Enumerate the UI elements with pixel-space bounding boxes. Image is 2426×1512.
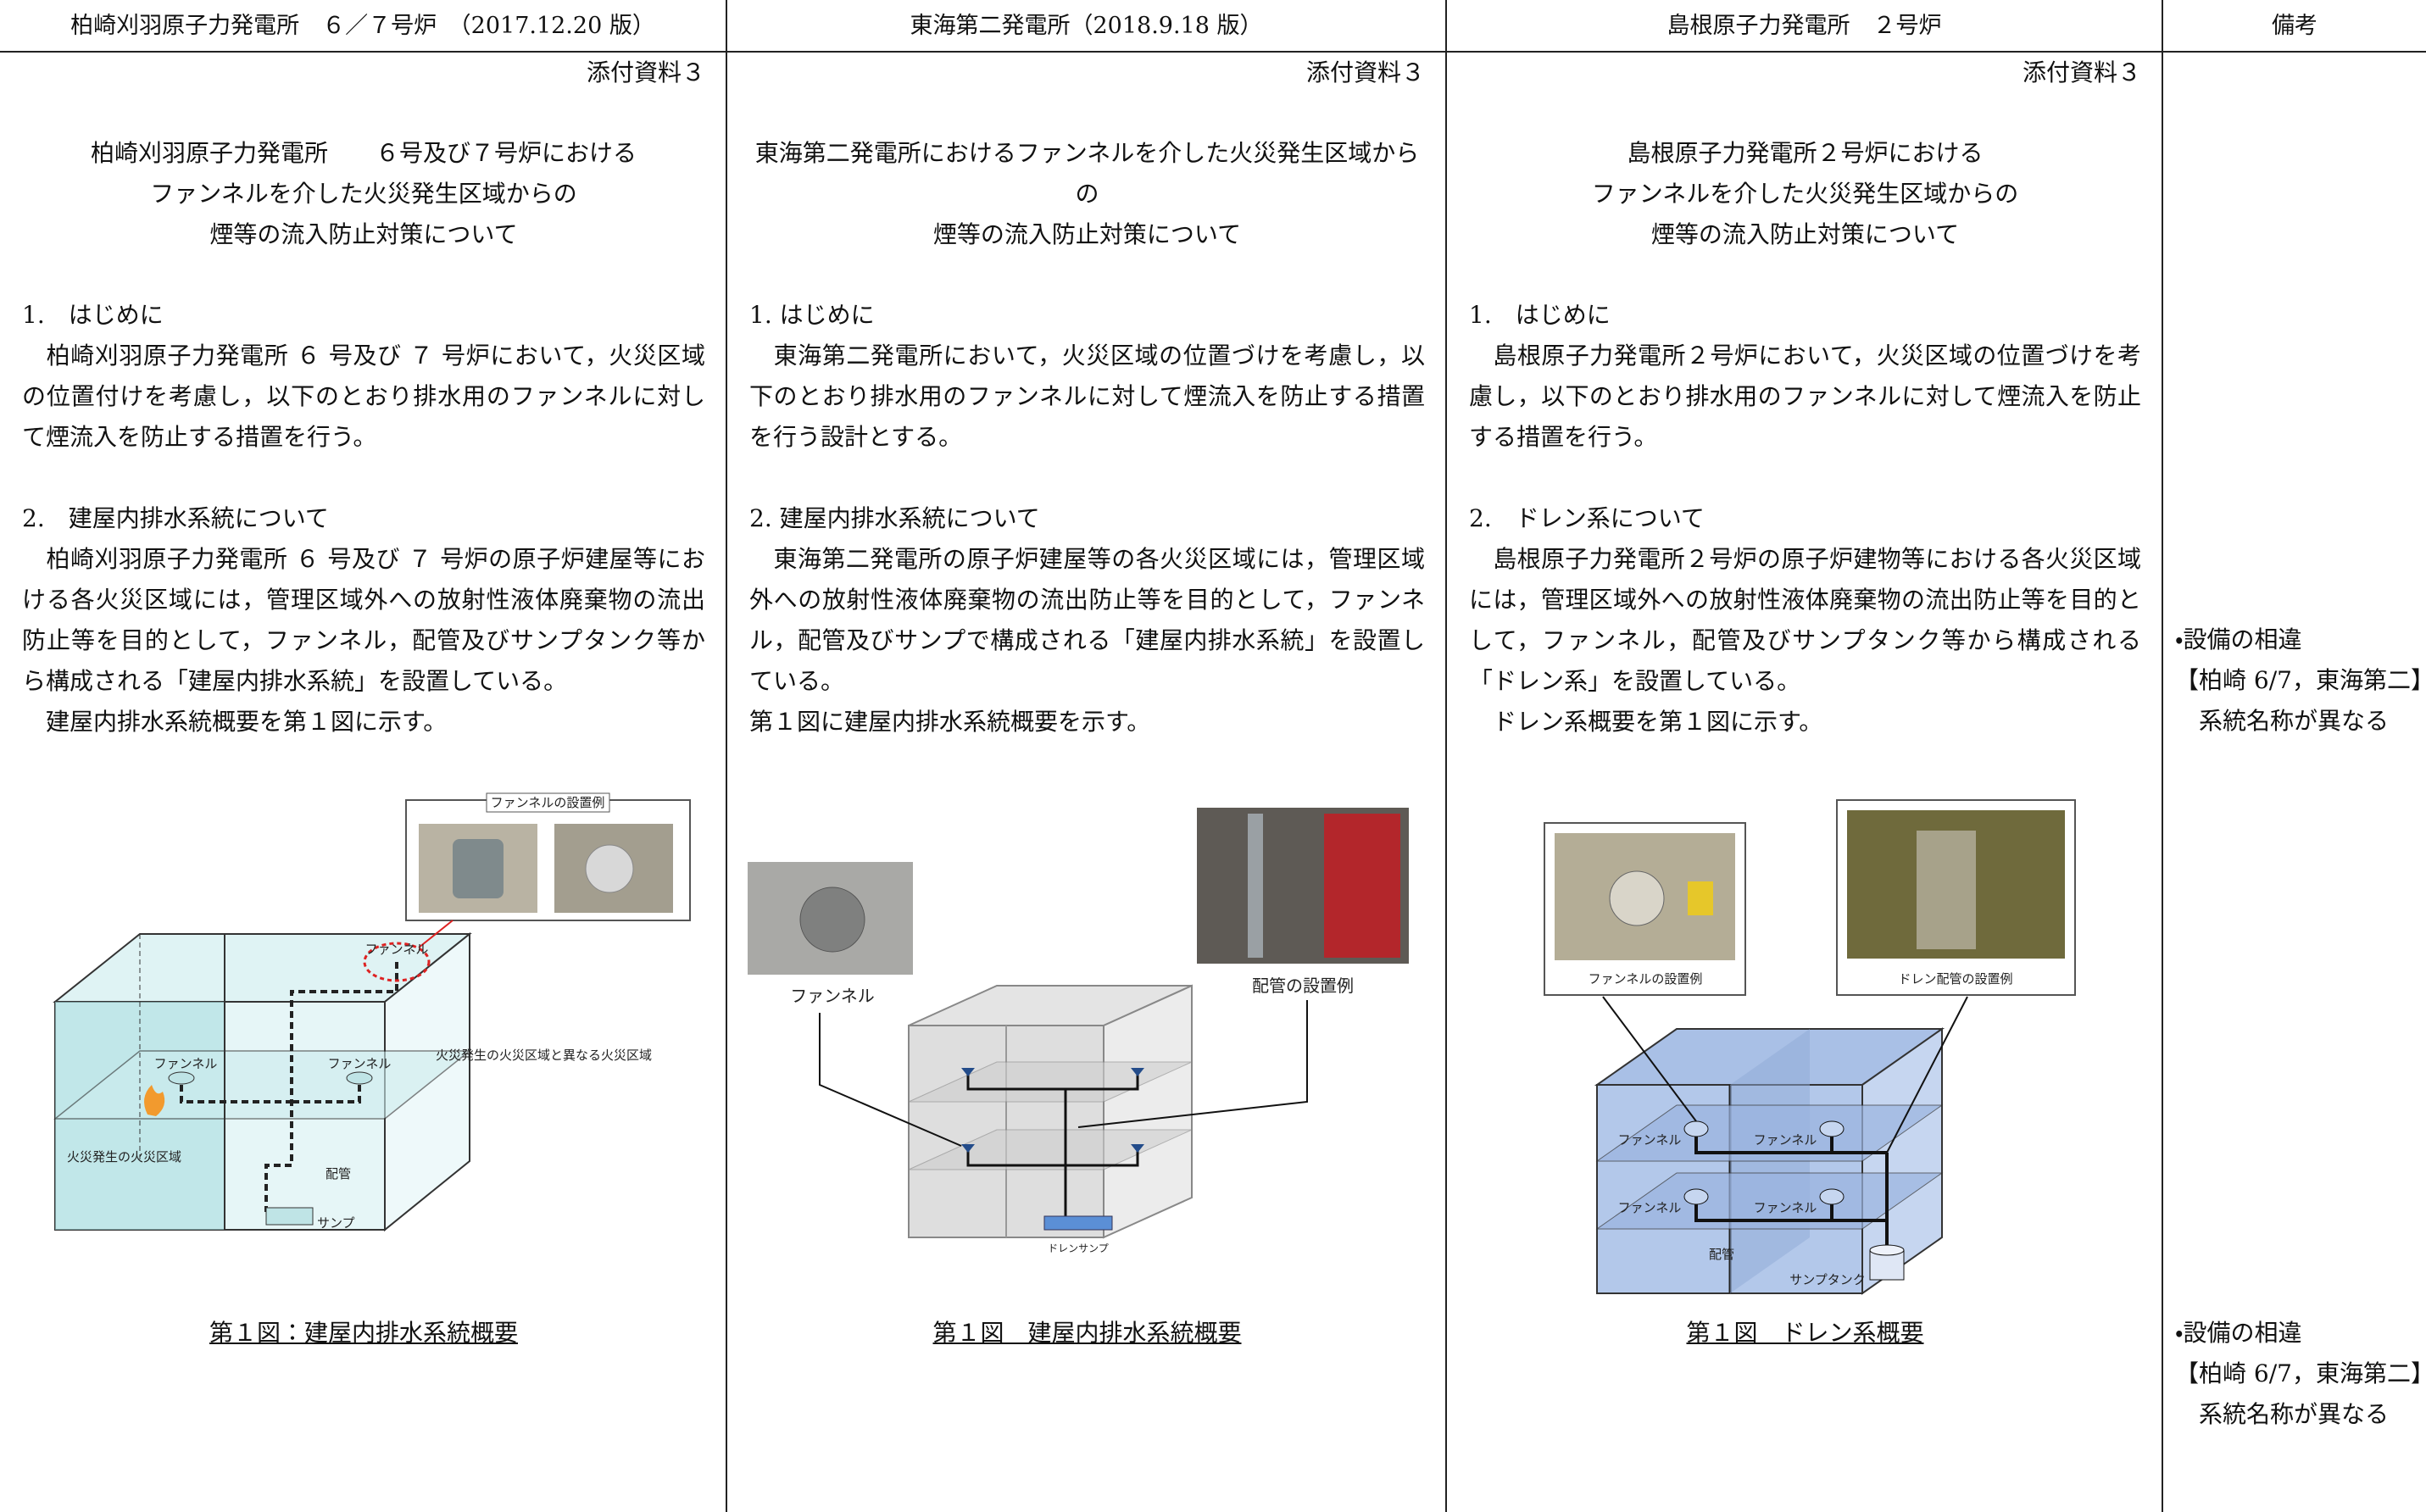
- paragraph: 柏崎刈羽原子力発電所 ６ 号及び ７ 号炉において，火災区域の位置付けを考慮し，…: [22, 342, 705, 451]
- paragraph: 東海第二発電所において，火災区域の位置づけを考慮し，以下のとおり排水用のファンネ…: [749, 342, 1425, 451]
- attachment-label: 添付資料３: [586, 58, 705, 86]
- column-text: 添付資料３ 東海第二発電所におけるファンネルを介した火災発生区域からの煙等の流入防…: [749, 53, 1425, 742]
- figure-label: 配管: [1709, 1247, 1734, 1262]
- figure-label: ファンネル: [790, 986, 875, 1006]
- section: 2. 建屋内排水系統について 東海第二発電所の原子炉建屋等の各火災区域には，管理…: [749, 498, 1425, 742]
- doc-title: 煙等の流入防止対策について: [932, 220, 1242, 248]
- remark-line: 【柏崎 6/7，東海第二】: [2175, 666, 2426, 694]
- header-cell: 東海第二発電所（2018.9.18 版）: [727, 0, 1447, 53]
- remark-line: 系統名称が異なる: [2175, 1400, 2390, 1428]
- attachment-label: 添付資料３: [1305, 58, 1425, 86]
- figure-label: ファンネル: [154, 1056, 218, 1071]
- column-text: 添付資料３ 島根原子力発電所２号炉におけるファンネルを介した火災発生区域からの 煙等…: [1469, 53, 2141, 742]
- header-cell: 備考: [2163, 0, 2426, 53]
- figure: ファンネルの設置例 ドレン配管の設置例 ファンネル ファンネル ファンネル ファ…: [1544, 799, 2076, 1295]
- figure-label: ファンネルの設置例: [1589, 971, 1703, 987]
- figure-caption: 第１図：建屋内排水系統概要: [209, 1319, 518, 1347]
- column: [1447, 0, 2163, 1512]
- paragraph: 第１図に建屋内排水系統概要を示す。: [749, 708, 1151, 736]
- figure-label: ファンネル: [1754, 1132, 1817, 1148]
- section-heading: 2. ドレン系について: [1469, 504, 1705, 532]
- figure-label: 火災発生の火災区域: [67, 1149, 181, 1165]
- doc-title: 煙等の流入防止対策について: [1650, 220, 1960, 248]
- section-heading: 1. はじめに: [749, 301, 875, 329]
- column-text: 添付資料３ 柏崎刈羽原子力発電所 ６号及び７号炉における ファンネルを介した火災発生…: [22, 53, 705, 742]
- remark-line: ・設備の相違: [2175, 625, 2302, 653]
- column: [2163, 0, 2426, 1512]
- figure-label: サンプタンク: [1789, 1272, 1866, 1287]
- remark-line: ・設備の相違: [2175, 1319, 2302, 1347]
- doc-title: 柏崎刈羽原子力発電所 ６号及び７号炉における: [90, 139, 637, 167]
- column: [0, 0, 727, 1512]
- doc-title: 島根原子力発電所２号炉における: [1627, 139, 1984, 167]
- remark-line: 系統名称が異なる: [2175, 707, 2390, 735]
- section-heading: 2. 建屋内排水系統について: [22, 504, 329, 532]
- paragraph: 東海第二発電所の原子炉建屋等の各火災区域には，管理区域外への放射性液体廃棄物の流…: [749, 545, 1425, 695]
- figure-label: ファンネル: [365, 942, 429, 957]
- section: 2. 建屋内排水系統について 柏崎刈羽原子力発電所 ６ 号及び ７ 号炉の原子炉…: [22, 498, 705, 742]
- attachment-label: 添付資料３: [2022, 58, 2141, 86]
- figure-label: ドレンサンプ: [1048, 1242, 1109, 1254]
- paragraph: ドレン系概要を第１図に示す。: [1469, 708, 1823, 736]
- column: [727, 0, 1447, 1512]
- figure-label: ドレン配管の設置例: [1898, 971, 2012, 987]
- figure-label: 配管の設置例: [1252, 976, 1354, 996]
- section: 1. はじめに 島根原子力発電所２号炉において，火災区域の位置づけを考慮し，以下…: [1469, 295, 2141, 458]
- figure-caption: 第１図 ドレン系概要: [1686, 1319, 1924, 1347]
- figure-label: 火災発生の火災区域と異なる火災区域: [436, 1048, 652, 1063]
- header-cell: 柏崎刈羽原子力発電所 ６／７号炉 （2017.12.20 版）: [0, 0, 727, 53]
- paragraph: 島根原子力発電所２号炉において，火災区域の位置づけを考慮し，以下のとおり排水用の…: [1469, 342, 2141, 451]
- section: 1. はじめに 東海第二発電所において，火災区域の位置づけを考慮し，以下のとおり…: [749, 295, 1425, 458]
- paragraph: 島根原子力発電所２号炉の原子炉建物等における各火災区域には，管理区域外への放射性…: [1469, 545, 2141, 695]
- figure-label: ファンネル: [1754, 1200, 1817, 1215]
- doc-title: 東海第二発電所におけるファンネルを介した火災発生区域からの: [754, 139, 1420, 208]
- paragraph: 建屋内排水系統概要を第１図に示す。: [22, 708, 448, 736]
- section: 2. ドレン系について 島根原子力発電所２号炉の原子炉建物等における各火災区域に…: [1469, 498, 2141, 742]
- figure-label: 配管: [326, 1166, 351, 1181]
- figure-caption: 第１図 建屋内排水系統概要: [932, 1319, 1242, 1347]
- figure-label: ファンネルの設置例: [491, 795, 605, 810]
- section-heading: 2. 建屋内排水系統について: [749, 504, 1040, 532]
- remark: ・設備の相違【柏崎 6/7，東海第二】 系統名称が異なる: [2175, 1313, 2426, 1435]
- figure: ファンネルの設置例 ファンネル ファンネル ファンネル 火災発生の火災区域と異な…: [53, 792, 691, 1232]
- figure-label: ファンネル: [1618, 1200, 1682, 1215]
- header-cell: 島根原子力発電所 ２号炉: [1447, 0, 2163, 53]
- doc-title: ファンネルを介した火災発生区域からの: [1591, 180, 2019, 208]
- figure-label: サンプ: [317, 1215, 355, 1231]
- section: 1. はじめに 柏崎刈羽原子力発電所 ６ 号及び ７ 号炉において，火災区域の位…: [22, 295, 705, 458]
- section-heading: 1. はじめに: [1469, 301, 1611, 329]
- remark: ・設備の相違【柏崎 6/7，東海第二】 系統名称が異なる: [2175, 620, 2426, 742]
- paragraph: 柏崎刈羽原子力発電所 ６ 号及び ７ 号炉の原子炉建屋等における各火災区域には，…: [22, 545, 705, 695]
- figure-label: ファンネル: [328, 1056, 392, 1071]
- remark-line: 【柏崎 6/7，東海第二】: [2175, 1359, 2426, 1387]
- section-heading: 1. はじめに: [22, 301, 164, 329]
- figure-label: ファンネル: [1618, 1132, 1682, 1148]
- doc-title: ファンネルを介した火災発生区域からの: [150, 180, 577, 208]
- figure: ファンネル 配管の設置例 ドレンサンプ: [748, 808, 1409, 1254]
- doc-title: 煙等の流入防止対策について: [209, 220, 518, 248]
